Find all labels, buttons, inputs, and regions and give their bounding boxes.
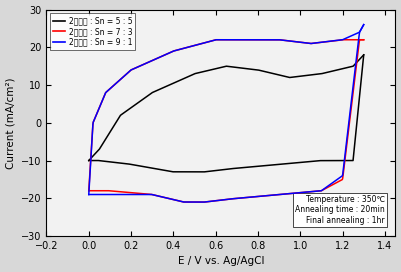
Y-axis label: Current (mA/cm²): Current (mA/cm²) [6, 77, 16, 169]
Text: Temperature : 350℃
Annealing time : 20min
Final annealing : 1hr: Temperature : 350℃ Annealing time : 20mi… [295, 195, 385, 225]
Legend: 2성분계 : Sn = 5 : 5, 2성분계 : Sn = 7 : 3, 2성분계 : Sn = 9 : 1: 2성분계 : Sn = 5 : 5, 2성분계 : Sn = 7 : 3, 2성… [50, 13, 135, 50]
X-axis label: E / V vs. Ag/AgCl: E / V vs. Ag/AgCl [178, 256, 264, 267]
